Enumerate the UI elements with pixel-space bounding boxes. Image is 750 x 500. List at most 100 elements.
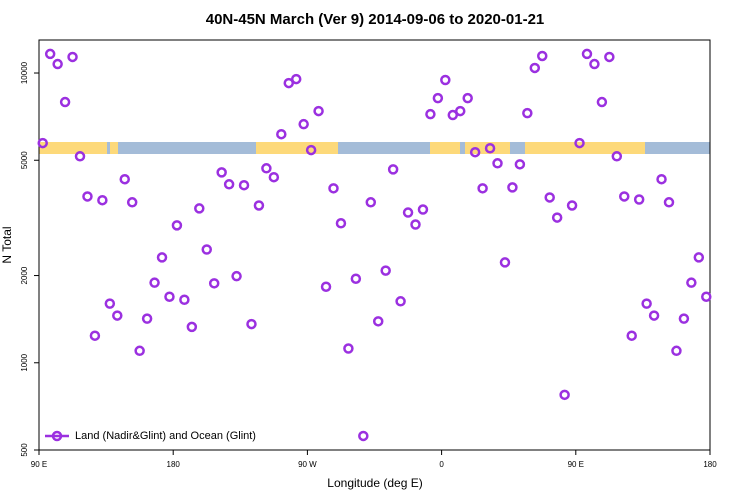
point: [581, 48, 593, 60]
point: [626, 330, 637, 341]
point: [596, 96, 608, 108]
y-axis-label: N Total: [0, 226, 14, 263]
y-tick-label: 10000: [20, 61, 29, 84]
point: [82, 191, 93, 202]
point: [641, 298, 652, 309]
point: [477, 183, 488, 194]
x-axis-label: Longitude (deg E): [327, 476, 422, 490]
point: [492, 158, 503, 169]
point: [44, 48, 56, 60]
point: [648, 310, 660, 321]
plot-frame: [38, 39, 711, 451]
point: [678, 313, 690, 324]
point: [380, 265, 391, 276]
point: [246, 318, 257, 330]
point: [402, 207, 414, 218]
x-tick-label: 180: [703, 460, 717, 469]
point: [507, 182, 518, 193]
point: [134, 345, 145, 357]
point: [469, 146, 481, 158]
point: [611, 151, 623, 162]
point: [372, 316, 384, 327]
point: [656, 173, 667, 185]
point: [633, 194, 645, 205]
point: [283, 77, 295, 89]
point: [276, 128, 287, 140]
point: [358, 430, 369, 442]
point: [298, 118, 309, 130]
point: [141, 313, 153, 324]
point: [522, 107, 533, 119]
point: [671, 345, 682, 357]
point: [216, 167, 227, 178]
point: [179, 294, 190, 306]
point: [440, 74, 451, 86]
point: [208, 278, 220, 289]
chart-title: 40N-45N March (Ver 9) 2014-09-06 to 2020…: [206, 11, 545, 28]
point: [529, 62, 541, 74]
point: [454, 105, 466, 117]
point: [447, 109, 459, 121]
y-tick-label: 500: [20, 443, 29, 457]
point: [112, 310, 123, 321]
point: [395, 296, 406, 307]
point: [171, 220, 183, 231]
point: [223, 179, 235, 190]
point: [425, 108, 436, 120]
point: [164, 291, 175, 302]
point: [52, 58, 63, 70]
x-tick-label: 90 W: [298, 460, 317, 469]
point: [499, 257, 511, 268]
point: [619, 191, 630, 202]
point: [149, 277, 160, 288]
point: [566, 200, 578, 211]
point: [462, 92, 473, 104]
point: [253, 200, 265, 211]
point: [194, 203, 205, 214]
point: [89, 330, 101, 341]
land-ocean-strip: [39, 142, 710, 154]
point: [313, 105, 324, 117]
point: [37, 137, 48, 149]
point: [693, 252, 705, 263]
point: [484, 142, 496, 154]
point: [328, 183, 339, 194]
point: [417, 204, 429, 215]
legend-marker: [51, 430, 63, 442]
point: [663, 197, 675, 208]
point: [343, 343, 354, 354]
point: [544, 192, 555, 203]
point: [104, 298, 116, 309]
point: [551, 212, 563, 223]
point: [74, 151, 86, 162]
y-tick-label: 2000: [20, 266, 29, 284]
x-tick-label: 90 E: [31, 460, 47, 469]
point: [186, 321, 198, 333]
x-tick-label: 90 E: [568, 460, 584, 469]
y-tick-label: 5000: [20, 151, 29, 169]
point: [514, 159, 526, 170]
point: [261, 163, 272, 174]
legend-label: Land (Nadir&Glint) and Ocean (Glint): [75, 430, 256, 442]
point: [238, 179, 250, 191]
point: [290, 73, 302, 85]
point: [410, 219, 421, 230]
point: [201, 244, 212, 255]
point: [604, 51, 615, 63]
point: [701, 291, 712, 302]
point: [686, 277, 697, 288]
x-tick-label: 180: [167, 460, 181, 469]
point: [387, 164, 399, 175]
point: [559, 389, 570, 401]
point: [156, 252, 168, 263]
point: [126, 197, 138, 208]
point: [574, 137, 585, 149]
y-tick-label: 1000: [20, 353, 29, 371]
point: [67, 51, 78, 63]
point: [365, 197, 377, 208]
x-tick-label: 0: [439, 460, 444, 469]
point: [268, 171, 280, 183]
point: [589, 58, 600, 70]
point: [335, 218, 347, 229]
point: [231, 270, 242, 282]
